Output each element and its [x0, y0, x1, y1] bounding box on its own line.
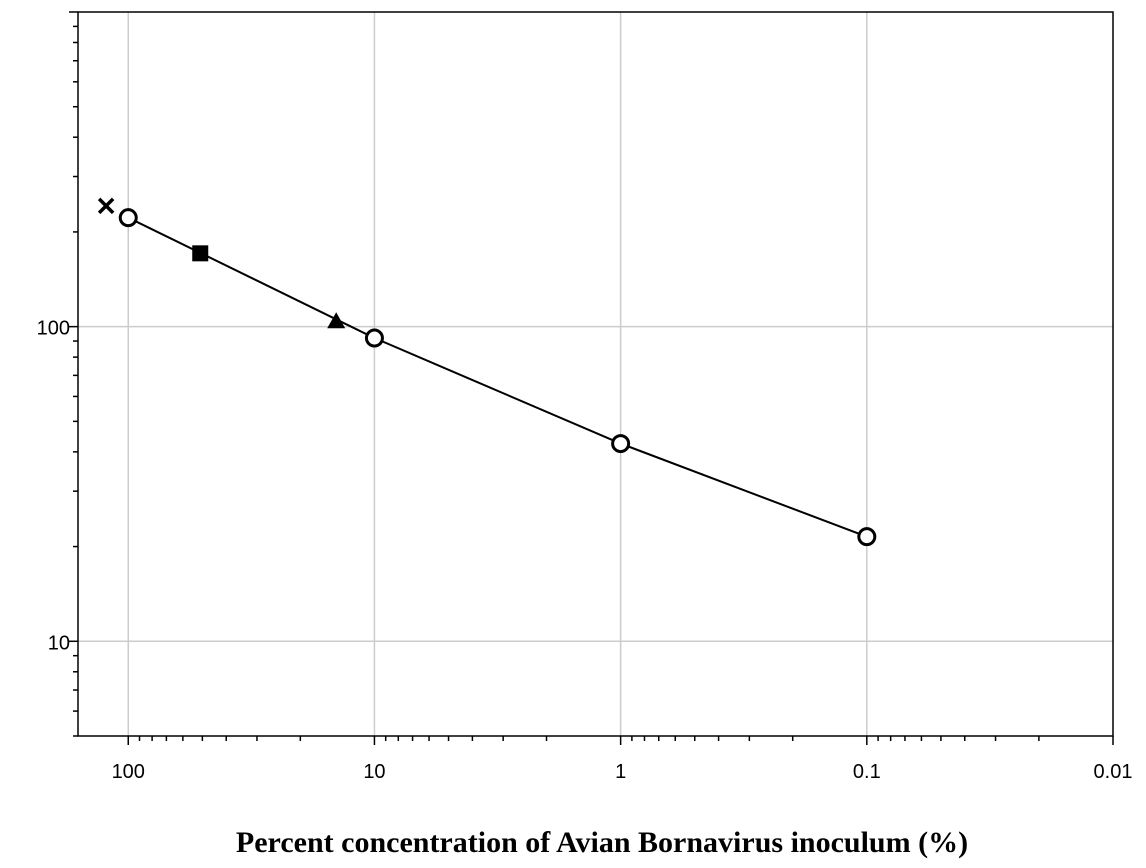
markers	[97, 197, 346, 329]
y-tick-label: 100	[37, 318, 70, 340]
y-tick-label: 10	[48, 632, 70, 654]
ticks: 100 10 1 0.1 0.01 10 100	[37, 11, 1133, 783]
x-axis-title: Percent concentration of Avian Bornaviru…	[236, 826, 968, 859]
series	[118, 208, 877, 547]
data-point-cross	[97, 197, 115, 215]
data-point-open-circle	[611, 434, 631, 454]
plot-border	[77, 11, 1114, 737]
plot-frame	[77, 11, 1114, 737]
x-tick-label: 10	[363, 761, 385, 783]
data-point-open-circle	[857, 527, 877, 547]
x-tick-label: 0.1	[853, 761, 881, 783]
data-point-open-circle	[118, 208, 138, 228]
x-tick-label: 100	[112, 761, 145, 783]
series-line	[127, 216, 868, 538]
data-point-open-circle	[364, 328, 384, 348]
cross-stroke	[97, 197, 115, 215]
grid	[78, 12, 1113, 736]
data-point-filled-square	[192, 245, 209, 262]
x-tick-label: 1	[615, 761, 626, 783]
data-point-filled-triangle	[327, 312, 346, 329]
x-tick-label: 0.01	[1094, 761, 1133, 783]
